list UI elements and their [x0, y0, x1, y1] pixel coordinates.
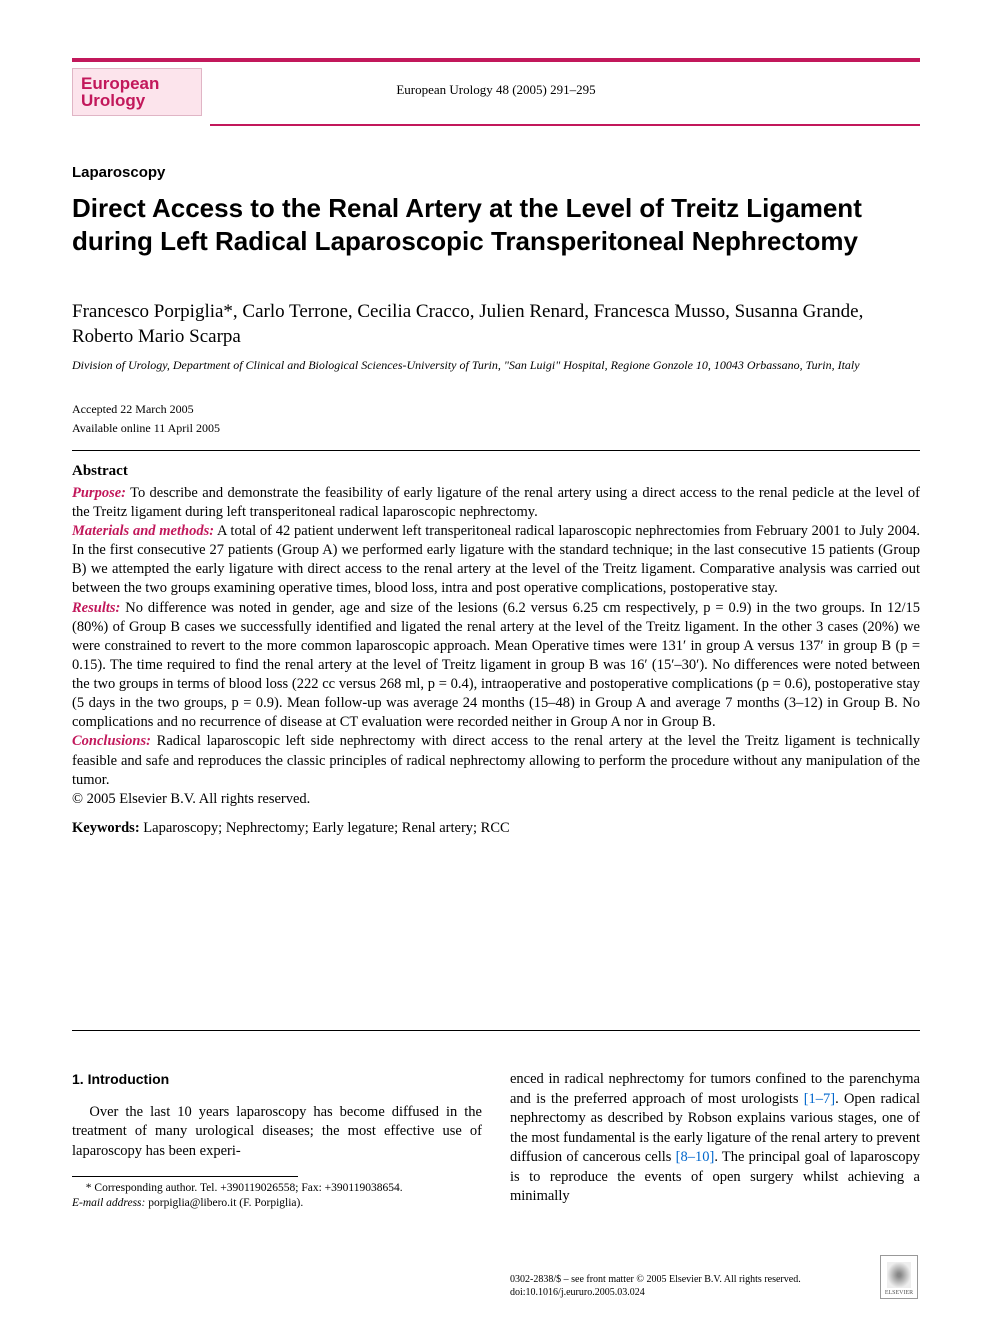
results-text: No difference was noted in gender, age a…: [72, 600, 920, 731]
corr-email: E-mail address: porpiglia@libero.it (F. …: [72, 1197, 303, 1209]
purpose-text: To describe and demonstrate the feasibil…: [72, 485, 920, 520]
abstract-results: Results: No difference was noted in gend…: [72, 599, 920, 733]
email-label: E-mail address:: [72, 1197, 145, 1209]
article-section-label: Laparoscopy: [72, 164, 165, 181]
abstract-top-rule: [72, 450, 920, 451]
intro-heading: 1. Introduction: [72, 1070, 482, 1089]
materials-label: Materials and methods:: [72, 523, 214, 539]
article-title: Direct Access to the Renal Artery at the…: [72, 192, 920, 257]
column-right: enced in radical nephrectomy for tumors …: [510, 1070, 920, 1210]
intro-paragraph-right: enced in radical nephrectomy for tumors …: [510, 1070, 920, 1207]
author-list: Francesco Porpiglia*, Carlo Terrone, Cec…: [72, 300, 920, 349]
corr-line1: * Corresponding author. Tel. +3901190265…: [86, 1182, 403, 1194]
column-left: 1. Introduction Over the last 10 years l…: [72, 1070, 482, 1210]
keywords: Keywords: Laparoscopy; Nephrectomy; Earl…: [72, 819, 920, 838]
journal-citation: European Urology 48 (2005) 291–295: [0, 82, 992, 98]
accepted-date: Accepted 22 March 2005: [72, 400, 220, 419]
abstract-heading: Abstract: [72, 462, 920, 482]
affiliation: Division of Urology, Department of Clini…: [72, 358, 920, 374]
elsevier-logo-icon: ELSEVIER: [880, 1255, 918, 1299]
abstract-conclusions: Conclusions: Radical laparoscopic left s…: [72, 732, 920, 789]
keywords-label: Keywords:: [72, 820, 140, 836]
intro-paragraph-left: Over the last 10 years laparoscopy has b…: [72, 1103, 482, 1162]
body-text: 1. Introduction Over the last 10 years l…: [72, 1070, 920, 1210]
corresponding-rule: [72, 1176, 298, 1177]
footer-copyright: 0302-2838/$ – see front matter © 2005 El…: [510, 1274, 860, 1299]
abstract-purpose: Purpose: To describe and demonstrate the…: [72, 484, 920, 522]
conclusions-label: Conclusions:: [72, 733, 151, 749]
elsevier-text: ELSEVIER: [885, 1290, 913, 1296]
footer-line1: 0302-2838/$ – see front matter © 2005 El…: [510, 1274, 860, 1287]
keywords-text: Laparoscopy; Nephrectomy; Early legature…: [140, 820, 510, 836]
online-date: Available online 11 April 2005: [72, 419, 220, 438]
top-accent-bar: [72, 58, 920, 62]
email-text: porpiglia@libero.it (F. Porpiglia).: [145, 1197, 303, 1209]
abstract: Abstract Purpose: To describe and demons…: [72, 462, 920, 838]
conclusions-text: Radical laparoscopic left side nephrecto…: [72, 733, 920, 787]
abstract-bottom-rule: [72, 1030, 920, 1031]
authors-text: Francesco Porpiglia*, Carlo Terrone, Cec…: [72, 301, 863, 347]
corresponding-author-note: * Corresponding author. Tel. +3901190265…: [72, 1181, 482, 1211]
ref-link-8-10[interactable]: [8–10]: [676, 1149, 715, 1165]
ref-link-1-7[interactable]: [1–7]: [804, 1091, 835, 1107]
footer-doi: doi:10.1016/j.eururo.2005.03.024: [510, 1287, 860, 1300]
article-dates: Accepted 22 March 2005 Available online …: [72, 400, 220, 438]
abstract-copyright: © 2005 Elsevier B.V. All rights reserved…: [72, 790, 920, 809]
purpose-label: Purpose:: [72, 485, 126, 501]
results-label: Results:: [72, 600, 120, 616]
mid-accent-bar: [210, 124, 920, 126]
abstract-materials: Materials and methods: A total of 42 pat…: [72, 522, 920, 599]
